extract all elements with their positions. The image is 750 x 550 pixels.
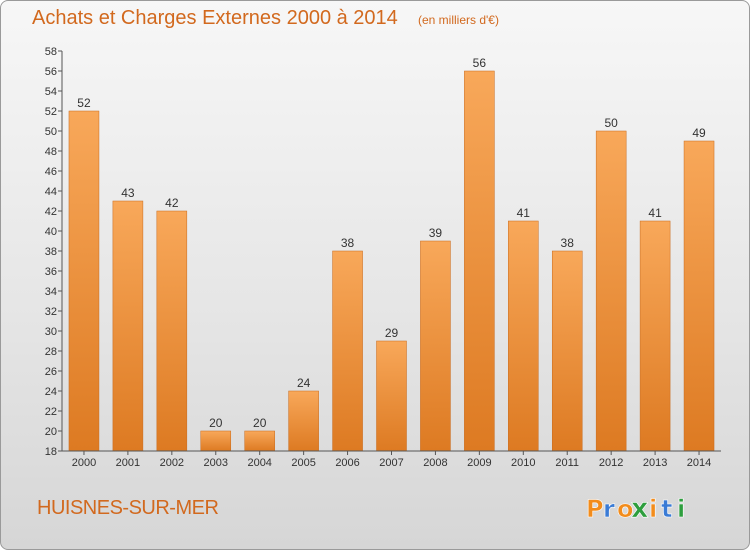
bar-2001 bbox=[112, 200, 144, 452]
commune-name: HUISNES-SUR-MER bbox=[37, 497, 219, 519]
bar-2010 bbox=[508, 220, 539, 452]
axes-group: 18 20 22 24 26 28 30 32 34 36 38 40 42 44 46 48 50 52 54 56… bbox=[45, 46, 721, 469]
y-tick-label: 20 bbox=[45, 426, 57, 438]
chart-title: Achats et Charges Externes 2000 à 2014 bbox=[32, 7, 398, 29]
y-tick-label: 56 bbox=[45, 66, 57, 78]
y-tick-label: 18 bbox=[45, 446, 57, 458]
y-tick-label: 32 bbox=[45, 306, 57, 318]
data-label: 41 bbox=[648, 206, 662, 220]
logo-letter: P bbox=[586, 495, 604, 523]
y-tick-label: 26 bbox=[45, 366, 57, 378]
data-label: 29 bbox=[385, 326, 399, 340]
data-label: 24 bbox=[297, 376, 311, 390]
bar-2003 bbox=[200, 430, 232, 452]
x-tick-label: 2013 bbox=[643, 457, 667, 469]
bar-2012 bbox=[595, 130, 627, 452]
logo-letter: i bbox=[677, 495, 685, 523]
bar-2009 bbox=[464, 70, 495, 452]
data-label: 50 bbox=[604, 116, 618, 130]
bar-2014 bbox=[683, 140, 715, 452]
data-label: 38 bbox=[561, 236, 575, 250]
y-tick-label: 28 bbox=[45, 346, 57, 358]
logo-letter: t bbox=[661, 495, 672, 523]
y-tick-label: 36 bbox=[45, 266, 57, 278]
x-tick-label: 2002 bbox=[160, 457, 184, 469]
x-tick-label: 2014 bbox=[687, 457, 711, 469]
x-tick-label: 2005 bbox=[291, 457, 315, 469]
bar-2004 bbox=[244, 430, 275, 452]
data-label: 52 bbox=[77, 96, 91, 110]
y-tick-label: 42 bbox=[45, 206, 57, 218]
x-tick-label: 2001 bbox=[116, 457, 140, 469]
y-tick-label: 22 bbox=[45, 406, 57, 418]
chart-subtitle: (en milliers d'€) bbox=[418, 13, 499, 27]
logo-letter: o bbox=[617, 495, 634, 523]
y-tick-label: 46 bbox=[45, 166, 57, 178]
bars-group: 52 43 42 20 20 24 38 29 39 56 41 38 50 41 49 bbox=[68, 56, 715, 452]
y-tick-label: 58 bbox=[45, 46, 57, 58]
data-label: 20 bbox=[209, 416, 223, 430]
bar-2006 bbox=[332, 250, 363, 452]
x-tick-label: 2006 bbox=[335, 457, 359, 469]
x-tick-label: 2012 bbox=[599, 457, 623, 469]
x-tick-label: 2011 bbox=[555, 457, 579, 469]
logo-letter: i bbox=[649, 495, 657, 523]
data-label: 56 bbox=[473, 56, 487, 70]
x-tick-label: 2010 bbox=[511, 457, 535, 469]
y-tick-label: 34 bbox=[45, 286, 57, 298]
logo-letter: r bbox=[603, 495, 615, 523]
x-tick-label: 2009 bbox=[467, 457, 491, 469]
data-label: 43 bbox=[121, 186, 135, 200]
bar-2007 bbox=[376, 340, 407, 452]
bar-2005 bbox=[288, 390, 319, 452]
data-label: 20 bbox=[253, 416, 267, 430]
data-label: 41 bbox=[517, 206, 531, 220]
data-label: 39 bbox=[429, 226, 443, 240]
bar-2000 bbox=[68, 110, 100, 452]
data-label: 49 bbox=[692, 126, 706, 140]
y-tick-label: 50 bbox=[45, 126, 57, 138]
data-label: 38 bbox=[341, 236, 355, 250]
x-tick-label: 2003 bbox=[204, 457, 228, 469]
y-tick-label: 52 bbox=[45, 106, 57, 118]
bar-2013 bbox=[639, 220, 671, 452]
x-tick-label: 2007 bbox=[379, 457, 403, 469]
x-tick-label: 2004 bbox=[247, 457, 271, 469]
y-tick-label: 40 bbox=[45, 226, 57, 238]
x-tick-label: 2008 bbox=[423, 457, 447, 469]
y-tick-label: 44 bbox=[45, 186, 57, 198]
bar-2008 bbox=[420, 240, 451, 452]
x-tick-label: 2000 bbox=[72, 457, 96, 469]
y-tick-label: 24 bbox=[45, 386, 57, 398]
y-tick-label: 38 bbox=[45, 246, 57, 258]
y-tick-label: 48 bbox=[45, 146, 57, 158]
bar-2002 bbox=[156, 210, 188, 452]
y-tick-label: 54 bbox=[45, 86, 57, 98]
logo-letter: x bbox=[631, 493, 648, 524]
data-label: 42 bbox=[165, 196, 179, 210]
y-tick-label: 30 bbox=[45, 326, 57, 338]
bar-2011 bbox=[551, 250, 583, 452]
